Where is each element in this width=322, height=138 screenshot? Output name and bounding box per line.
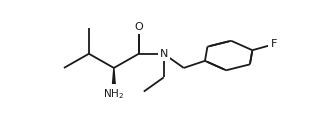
Text: N: N [160, 49, 168, 59]
Text: F: F [270, 39, 277, 49]
Polygon shape [112, 68, 116, 94]
Text: NH$_2$: NH$_2$ [103, 87, 124, 101]
Text: O: O [135, 22, 143, 32]
